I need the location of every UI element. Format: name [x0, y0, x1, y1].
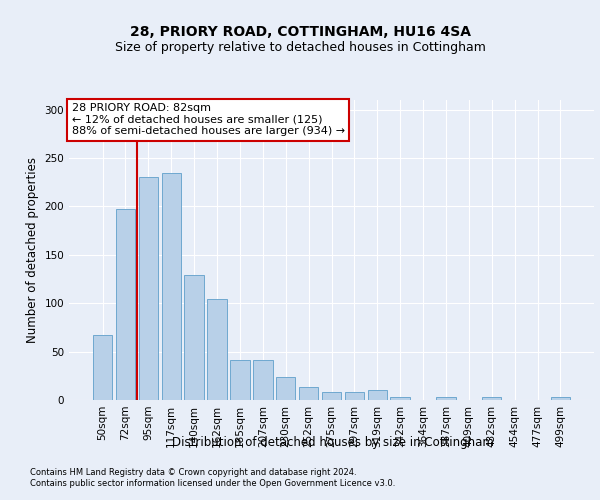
- Text: Distribution of detached houses by size in Cottingham: Distribution of detached houses by size …: [172, 436, 494, 449]
- Bar: [208, 300, 227, 400]
- Bar: [276, 377, 295, 400]
- Bar: [184, 275, 204, 400]
- Bar: [344, 392, 364, 400]
- Bar: [116, 210, 135, 400]
- Text: Size of property relative to detached houses in Cottingham: Size of property relative to detached ho…: [115, 41, 485, 54]
- Bar: [322, 392, 341, 400]
- Bar: [93, 335, 112, 400]
- Bar: [299, 388, 319, 400]
- Text: Contains public sector information licensed under the Open Government Licence v3: Contains public sector information licen…: [30, 480, 395, 488]
- Bar: [230, 360, 250, 400]
- Text: Contains HM Land Registry data © Crown copyright and database right 2024.: Contains HM Land Registry data © Crown c…: [30, 468, 356, 477]
- Bar: [391, 397, 410, 400]
- Bar: [161, 172, 181, 400]
- Text: 28 PRIORY ROAD: 82sqm
← 12% of detached houses are smaller (125)
88% of semi-det: 28 PRIORY ROAD: 82sqm ← 12% of detached …: [71, 103, 345, 136]
- Bar: [551, 397, 570, 400]
- Bar: [482, 397, 502, 400]
- Y-axis label: Number of detached properties: Number of detached properties: [26, 157, 39, 343]
- Bar: [253, 360, 272, 400]
- Bar: [436, 397, 455, 400]
- Bar: [368, 390, 387, 400]
- Text: 28, PRIORY ROAD, COTTINGHAM, HU16 4SA: 28, PRIORY ROAD, COTTINGHAM, HU16 4SA: [130, 26, 470, 40]
- Bar: [139, 178, 158, 400]
